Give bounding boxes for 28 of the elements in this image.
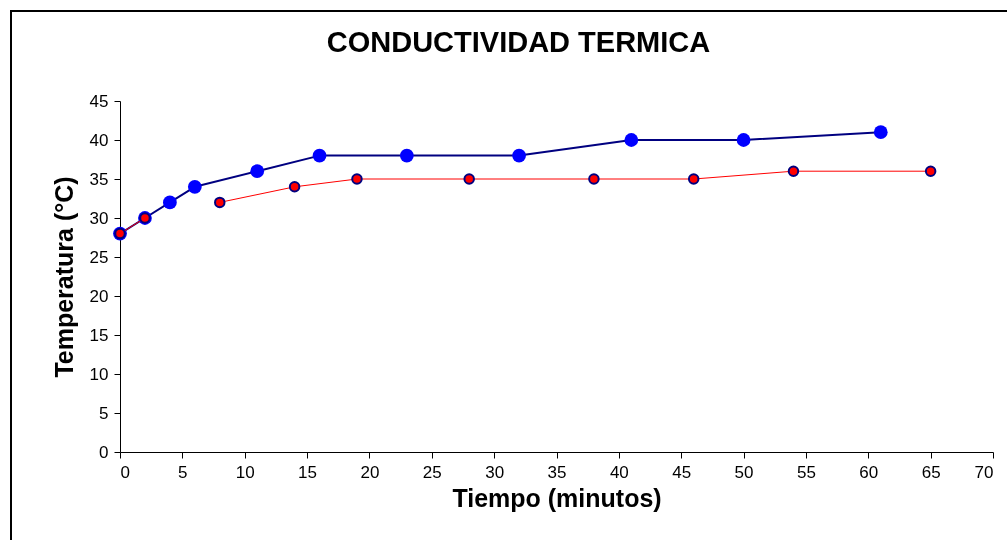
y-tick-label: 25: [89, 247, 109, 267]
x-axis-title: Tiempo (minutos): [452, 483, 662, 512]
x-tick-label: 5: [178, 462, 188, 482]
y-tick-label: 10: [89, 364, 109, 384]
y-tick-label: 35: [89, 169, 109, 189]
x-tick-label: 30: [485, 462, 505, 482]
y-tick-label: 45: [89, 91, 109, 111]
x-tick-label: 0: [120, 462, 130, 482]
x-tick-label: 15: [298, 462, 318, 482]
x-tick-label: 10: [235, 462, 255, 482]
y-tick-label: 30: [89, 208, 109, 228]
y-axis-title: Temperatura (°C): [49, 176, 78, 378]
chart-title: CONDUCTIVIDAD TERMICA: [326, 26, 711, 58]
x-tick-label: 55: [796, 462, 816, 482]
y-tick-label: 20: [89, 286, 109, 306]
x-tick-label: 45: [672, 462, 692, 482]
x-tick-label: 20: [360, 462, 380, 482]
y-tick-label: 15: [89, 325, 109, 345]
y-tick-label: 5: [99, 403, 109, 423]
x-tick-label: 25: [422, 462, 442, 482]
x-tick-label: 50: [734, 462, 754, 482]
x-tick-label: 60: [859, 462, 879, 482]
x-tick-label: 40: [609, 462, 629, 482]
x-tick-label: 65: [921, 462, 941, 482]
y-tick-label: 0: [99, 442, 109, 462]
y-tick-label: 40: [89, 130, 109, 150]
x-tick-label: 35: [547, 462, 567, 482]
x-tick-label: 70: [974, 462, 994, 482]
